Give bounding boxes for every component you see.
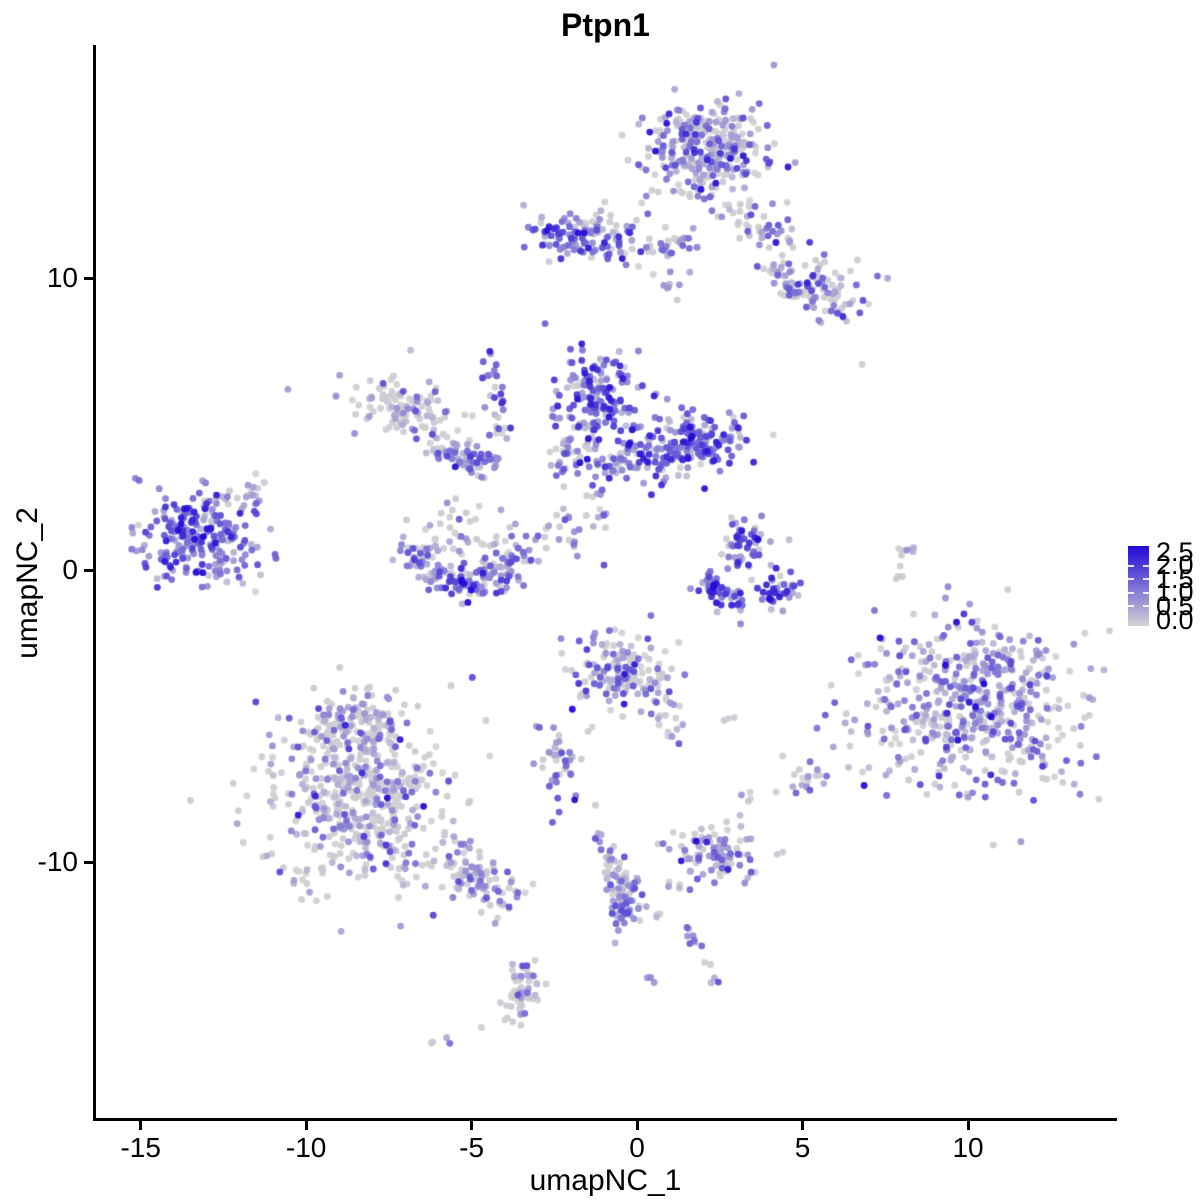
x-tick-mark — [304, 1121, 308, 1130]
x-tick-label: -5 — [459, 1132, 485, 1163]
y-tick-label: 10 — [46, 262, 78, 294]
colorbar-tick — [1143, 564, 1149, 567]
x-tick-mark — [801, 1121, 805, 1130]
x-axis-title: umapNC_1 — [529, 1164, 682, 1197]
x-axis-line — [93, 1118, 1117, 1121]
legend-break-label: 0.5 — [1156, 590, 1194, 621]
colorbar-gradient — [1128, 546, 1149, 626]
y-tick-mark — [84, 276, 93, 280]
colorbar-tick — [1128, 591, 1134, 594]
y-tick-mark — [84, 568, 93, 572]
colorbar-tick — [1128, 605, 1134, 608]
expression-colorbar-legend: 2.5 2.0 1.5 1.0 0.5 0.0 — [1126, 536, 1200, 635]
legend-break-label: 1.5 — [1156, 563, 1194, 594]
colorbar-tick — [1128, 564, 1134, 567]
x-tick-mark — [635, 1121, 639, 1130]
x-tick-mark — [966, 1121, 970, 1130]
x-tick-label: 10 — [952, 1132, 984, 1163]
colorbar-tick — [1143, 605, 1149, 608]
colorbar-tick — [1128, 578, 1134, 581]
colorbar-tick — [1143, 591, 1149, 594]
colorbar-tick — [1143, 578, 1149, 581]
legend-break-label: 2.5 — [1156, 536, 1194, 567]
x-tick-label: 5 — [794, 1132, 811, 1163]
y-tick-mark — [84, 860, 93, 864]
legend-break-label: 1.0 — [1156, 577, 1194, 608]
x-tick-mark — [139, 1121, 143, 1130]
y-axis-line — [93, 45, 96, 1121]
y-axis-title: umapNC_2 — [11, 507, 44, 659]
legend-break-label: 0.0 — [1156, 604, 1194, 635]
x-tick-label: 0 — [629, 1132, 645, 1163]
x-tick-mark — [470, 1121, 474, 1130]
x-tick-label: -15 — [120, 1132, 161, 1163]
x-tick-label: -10 — [285, 1132, 327, 1163]
y-tick-label: -10 — [37, 846, 78, 878]
y-tick-label: 0 — [62, 554, 78, 586]
legend-break-label: 2.0 — [1156, 550, 1194, 581]
